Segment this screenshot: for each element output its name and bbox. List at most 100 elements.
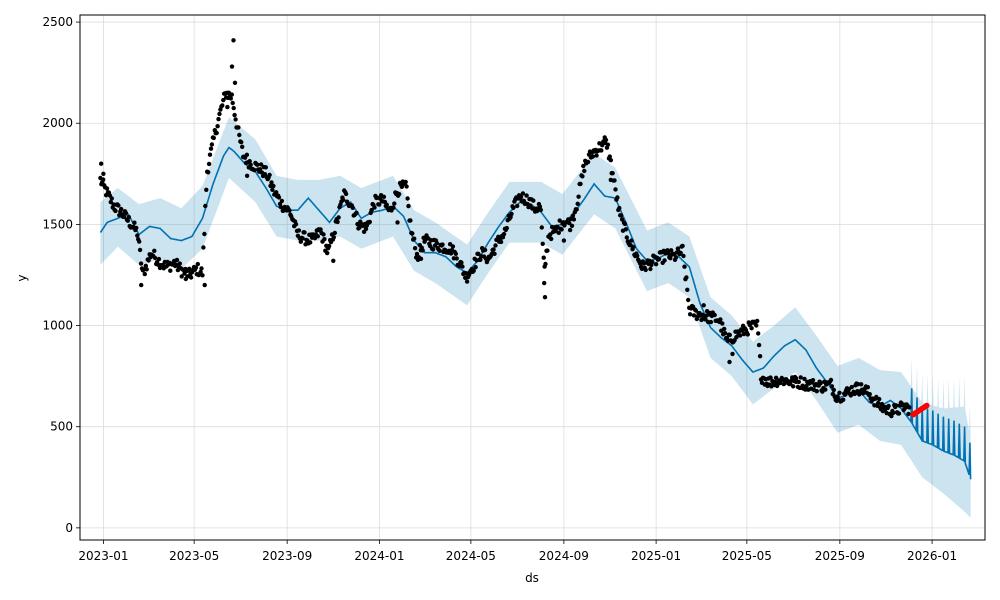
observed-point: [610, 171, 615, 176]
observed-point: [578, 181, 583, 187]
observed-point: [543, 261, 548, 267]
observed-point: [335, 219, 340, 225]
observed-point: [718, 317, 723, 322]
recent-points: [910, 402, 930, 418]
observed-point: [168, 268, 173, 273]
observed-point: [498, 239, 504, 245]
observed-point: [119, 206, 124, 212]
y-tick-label: 1000: [42, 319, 73, 333]
observed-point: [608, 177, 613, 183]
observed-point: [399, 184, 405, 189]
observed-point: [576, 194, 581, 199]
observed-point: [269, 180, 274, 185]
observed-point: [381, 194, 387, 199]
observed-point: [712, 312, 717, 318]
observed-point: [590, 154, 595, 159]
observed-point: [99, 161, 104, 166]
x-axis: 2023-01 2023-05 2023-09 2024-01 2024-05 2024-…: [78, 540, 957, 563]
observed-point: [414, 251, 420, 257]
observed-point: [440, 242, 445, 247]
observed-point: [791, 384, 796, 389]
observed-point: [493, 243, 498, 248]
observed-point: [229, 92, 234, 97]
observed-point: [216, 116, 221, 122]
observed-point: [230, 100, 235, 106]
observed-point: [332, 230, 337, 236]
observed-point: [146, 258, 151, 263]
observed-point: [202, 231, 207, 237]
observed-point: [198, 269, 203, 275]
observed-point: [137, 239, 142, 244]
observed-point: [749, 326, 754, 331]
observed-point: [263, 165, 268, 170]
observed-point: [459, 260, 464, 265]
observed-point: [231, 38, 236, 43]
observed-point: [343, 191, 349, 197]
observed-point: [608, 158, 613, 163]
x-tick-label: 2025-01: [631, 549, 681, 563]
observed-point: [556, 230, 561, 235]
observed-point: [203, 203, 208, 209]
observed-point: [559, 227, 564, 232]
x-tick-label: 2025-09: [815, 549, 865, 563]
observed-point: [476, 251, 481, 257]
observed-point: [237, 132, 242, 138]
observed-point: [244, 173, 250, 178]
observed-point: [156, 256, 162, 262]
observed-point: [412, 236, 417, 241]
observed-point: [233, 117, 238, 122]
observed-point: [814, 389, 819, 394]
observed-point: [581, 163, 586, 169]
observed-point: [906, 411, 911, 417]
observed-point: [116, 203, 121, 208]
observed-point: [418, 256, 424, 261]
observed-point: [896, 411, 902, 416]
observed-point: [257, 167, 263, 172]
observed-point: [478, 257, 483, 262]
observed-point: [511, 205, 516, 210]
observed-point: [631, 244, 636, 250]
observed-point: [798, 375, 803, 380]
observed-point: [622, 221, 628, 227]
observed-point: [504, 225, 509, 231]
observed-point: [408, 218, 413, 223]
observed-point: [193, 265, 199, 270]
observed-point: [545, 248, 550, 253]
observed-point: [293, 222, 299, 227]
observed-point: [684, 275, 689, 280]
observed-point: [509, 211, 514, 217]
observed-point: [369, 207, 374, 213]
observed-point: [315, 234, 320, 239]
observed-point: [215, 124, 220, 129]
observed-point: [274, 190, 279, 195]
y-tick-label: 1500: [42, 217, 73, 231]
observed-point: [384, 202, 389, 207]
observed-point: [673, 255, 679, 260]
observed-point: [367, 219, 372, 225]
observed-point: [629, 238, 634, 243]
observed-point: [454, 256, 459, 261]
observed-point: [326, 243, 332, 249]
observed-point: [232, 112, 237, 118]
observed-point: [437, 248, 442, 253]
observed-point: [134, 225, 139, 231]
observed-point: [662, 258, 667, 263]
observed-point: [541, 255, 546, 260]
observed-point: [142, 271, 147, 277]
observed-point: [126, 214, 131, 220]
observed-point: [653, 262, 659, 267]
observed-point: [450, 244, 456, 249]
observed-point: [682, 264, 687, 269]
observed-point: [279, 198, 285, 204]
observed-point: [877, 396, 882, 402]
observed-point: [520, 191, 526, 196]
observed-point: [802, 376, 807, 382]
observed-point: [889, 413, 894, 419]
observed-point: [518, 194, 524, 200]
observed-point: [643, 267, 648, 273]
observed-point: [685, 287, 690, 292]
observed-point: [208, 146, 214, 151]
observed-point: [267, 172, 272, 178]
observed-point: [539, 225, 544, 230]
x-tick-label: 2024-09: [539, 549, 589, 563]
